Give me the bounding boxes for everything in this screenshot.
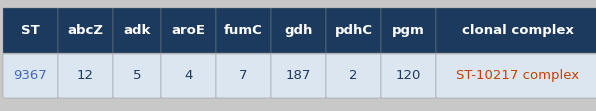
Text: gdh: gdh (284, 24, 313, 37)
Bar (216, 54, 271, 98)
Text: 7: 7 (239, 69, 248, 82)
Bar (113, 54, 161, 98)
Text: 9367: 9367 (14, 69, 47, 82)
Text: 120: 120 (396, 69, 421, 82)
Bar (58, 54, 113, 98)
Text: fumC: fumC (224, 24, 263, 37)
Bar (58, 8, 113, 53)
Text: abcZ: abcZ (67, 24, 104, 37)
Text: aroE: aroE (172, 24, 206, 37)
Bar (381, 54, 436, 98)
Bar (216, 8, 271, 53)
Text: 5: 5 (133, 69, 141, 82)
Bar (326, 8, 381, 53)
Text: ST-10217 complex: ST-10217 complex (456, 69, 579, 82)
Bar (3, 8, 58, 53)
Bar (271, 8, 326, 53)
Bar (326, 54, 381, 98)
Bar (3, 54, 58, 98)
Bar (436, 8, 596, 53)
Text: adk: adk (123, 24, 151, 37)
Bar (381, 8, 436, 53)
Bar (161, 54, 216, 98)
Bar (436, 54, 596, 98)
Text: 12: 12 (77, 69, 94, 82)
Bar (161, 8, 216, 53)
Bar (113, 8, 161, 53)
Bar (271, 54, 326, 98)
Text: 4: 4 (184, 69, 193, 82)
Text: ST: ST (21, 24, 40, 37)
Text: pgm: pgm (392, 24, 425, 37)
Text: clonal complex: clonal complex (461, 24, 573, 37)
Text: pdhC: pdhC (334, 24, 372, 37)
Text: 187: 187 (286, 69, 311, 82)
Text: 2: 2 (349, 69, 358, 82)
